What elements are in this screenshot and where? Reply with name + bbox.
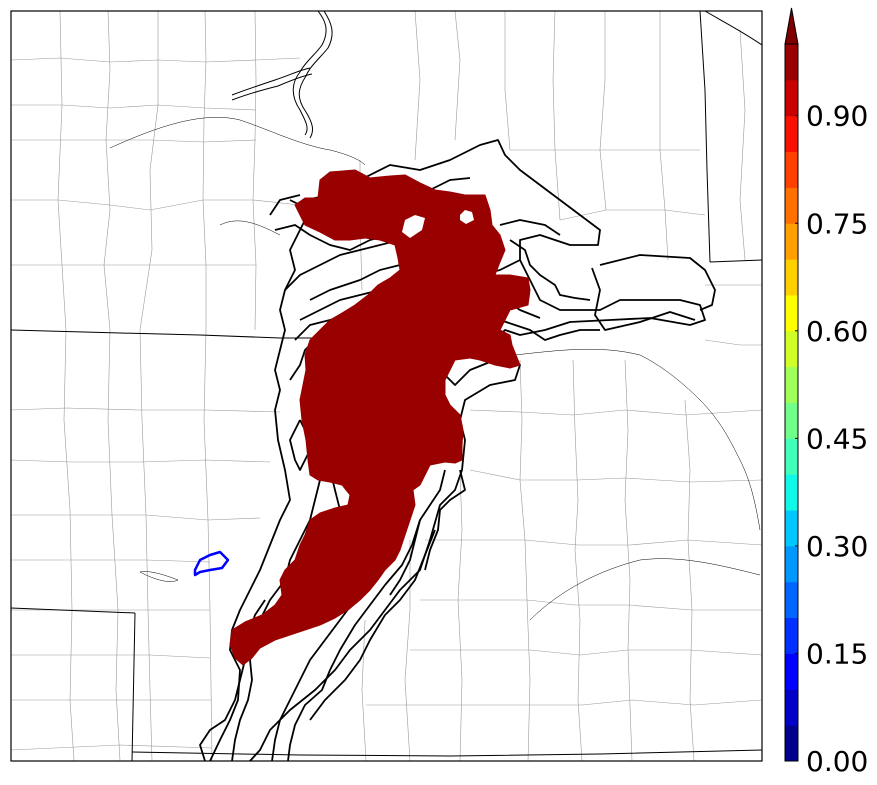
- region-hole: [460, 210, 474, 224]
- colorbar-level-16: [785, 151, 798, 188]
- colorbar-tick-label: 0.60: [806, 315, 868, 348]
- colorbar-levels: [785, 44, 798, 762]
- colorbar-frame: [784, 43, 799, 762]
- colorbar-level-17: [785, 115, 798, 153]
- colorbar-level-4: [785, 581, 798, 619]
- colorbar-level-10: [785, 366, 798, 403]
- colorbar-level-5: [785, 545, 798, 583]
- map-frame: [10, 10, 763, 762]
- colorbar-level-7: [785, 474, 798, 511]
- probability-map: [10, 10, 763, 762]
- colorbar-level-2: [785, 653, 798, 690]
- colorbar-tick-label: 0.00: [806, 745, 868, 778]
- colorbar-level-1: [785, 689, 798, 726]
- colorbar-tick-label: 0.90: [806, 100, 868, 133]
- colorbar-tick-label: 0.30: [806, 530, 868, 563]
- colorbar-level-18: [785, 79, 798, 117]
- colorbar-level-9: [785, 402, 798, 439]
- colorbar-level-8: [785, 438, 798, 475]
- state-borders: [11, 11, 762, 761]
- colorbar-level-11: [785, 330, 798, 368]
- colorbar-level-19: [785, 44, 798, 81]
- colorbar: 0.00 0.15 0.30 0.45 0.60 0.75 0.90: [784, 7, 868, 778]
- low-probability-contour: [193, 550, 230, 577]
- colorbar-tick-label: 0.15: [806, 637, 868, 670]
- county-borders: [11, 11, 762, 761]
- colorbar-level-13: [785, 259, 798, 296]
- colorbar-extend-arrow: [784, 7, 799, 45]
- colorbar-ticks: 0.00 0.15 0.30 0.45 0.60 0.75 0.90: [795, 100, 868, 778]
- colorbar-level-6: [785, 510, 798, 547]
- colorbar-tick-label: 0.45: [806, 422, 868, 455]
- colorbar-level-15: [785, 187, 798, 224]
- colorbar-tick-label: 0.75: [806, 207, 868, 240]
- colorbar-level-0: [785, 725, 798, 762]
- colorbar-level-14: [785, 223, 798, 260]
- colorbar-level-3: [785, 617, 798, 654]
- colorbar-level-12: [785, 294, 798, 332]
- rivers: [109, 117, 761, 621]
- region-hole: [402, 215, 425, 238]
